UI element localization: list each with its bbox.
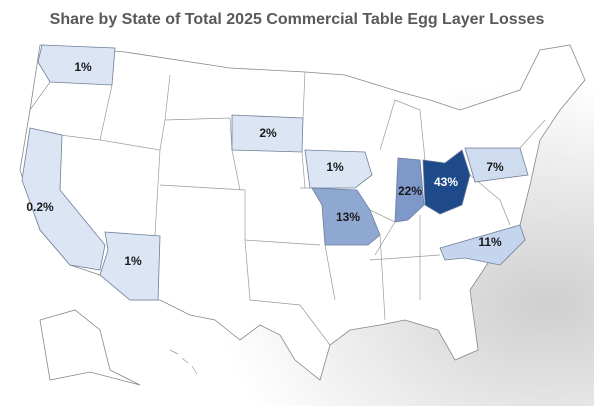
state-region bbox=[311, 187, 381, 246]
value-label: 1% bbox=[326, 160, 344, 174]
state-region bbox=[99, 231, 161, 301]
value-label: 1% bbox=[74, 60, 92, 74]
state-region bbox=[37, 44, 116, 86]
state-region bbox=[231, 114, 304, 153]
value-label: 1% bbox=[124, 254, 142, 268]
map-title: Share by State of Total 2025 Commercial … bbox=[50, 11, 545, 28]
state-region bbox=[439, 224, 526, 266]
state-region bbox=[464, 147, 529, 183]
state-region bbox=[21, 127, 106, 271]
value-label: 13% bbox=[336, 210, 360, 224]
value-label: 0.2% bbox=[26, 200, 54, 214]
value-label: 22% bbox=[398, 184, 422, 198]
value-label: 7% bbox=[486, 160, 504, 174]
state-region bbox=[394, 157, 425, 223]
value-label: 2% bbox=[259, 126, 277, 140]
value-label: 43% bbox=[434, 175, 458, 189]
value-label: 11% bbox=[478, 235, 502, 249]
state-region bbox=[422, 149, 471, 215]
state-region bbox=[304, 149, 373, 189]
